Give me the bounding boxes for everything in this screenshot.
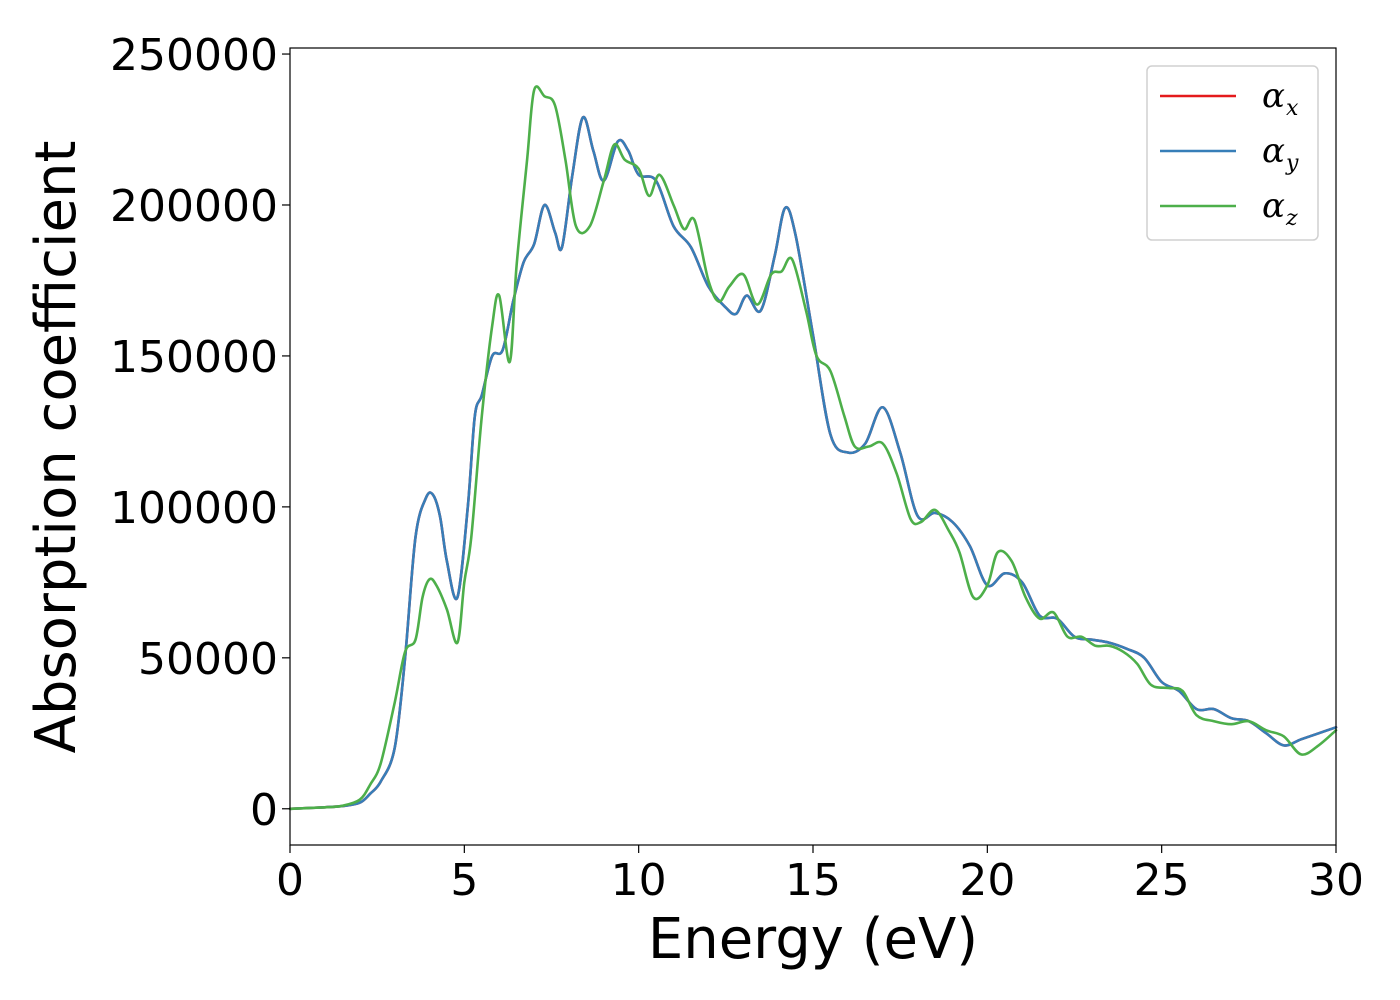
y-tick-label: 200000 <box>110 181 278 232</box>
y-tick-label: 150000 <box>110 332 278 383</box>
y-tick-label: 250000 <box>110 30 278 81</box>
x-tick-label: 15 <box>785 855 841 906</box>
y-axis-label: Absorption coefficient <box>24 141 89 754</box>
y-tick-label: 50000 <box>138 634 278 685</box>
x-tick-label: 10 <box>611 855 667 906</box>
series-line-alpha-y <box>288 115 1338 811</box>
x-tick-label: 30 <box>1308 855 1364 906</box>
x-tick-label: 0 <box>276 855 304 906</box>
series-layer <box>288 85 1338 811</box>
x-tick-label: 20 <box>959 855 1015 906</box>
x-axis: 0 5 10 15 20 25 30 <box>276 845 1364 906</box>
x-tick-label: 25 <box>1134 855 1190 906</box>
x-tick-label: 5 <box>450 855 478 906</box>
y-tick-label: 0 <box>250 785 278 836</box>
y-tick-label: 100000 <box>110 483 278 534</box>
legend-box <box>1146 65 1319 241</box>
y-axis: 0 50000 100000 150000 200000 250000 <box>110 30 290 836</box>
series-line-alpha-z <box>288 85 1338 811</box>
x-axis-label: Energy (eV) <box>648 907 978 972</box>
